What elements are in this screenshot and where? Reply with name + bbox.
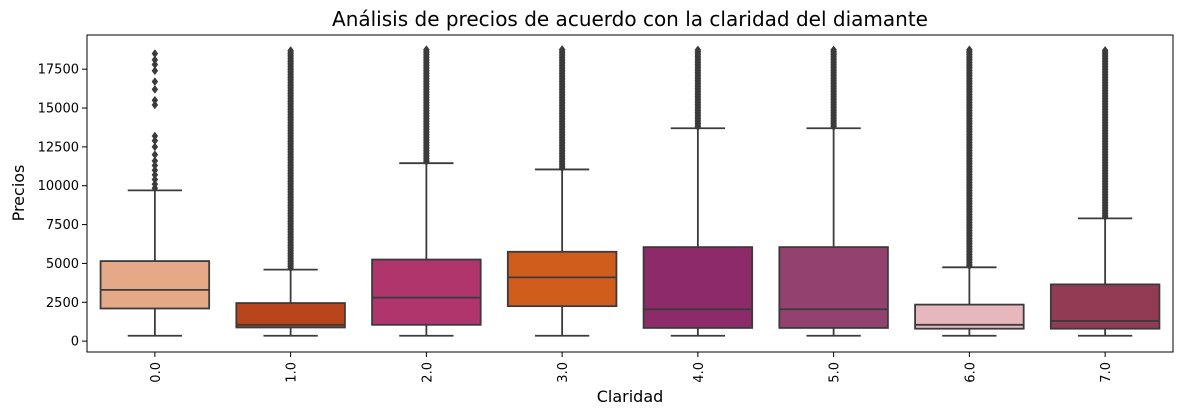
outlier-point xyxy=(151,165,159,175)
y-tick-label: 15000 xyxy=(38,102,79,117)
outlier-point xyxy=(151,95,159,105)
box-7.0 xyxy=(1049,283,1161,330)
x-tick-label: 2.0 xyxy=(420,362,435,383)
outlier-point xyxy=(694,45,702,55)
outlier-point xyxy=(151,84,159,94)
outlier-point xyxy=(1101,45,1109,55)
outlier-point xyxy=(151,156,159,166)
box-2.0 xyxy=(371,258,482,326)
box-3.0 xyxy=(506,250,618,308)
box-0.0 xyxy=(99,260,211,310)
outlier-point xyxy=(151,150,159,160)
outlier-point xyxy=(151,175,159,184)
outlier-point xyxy=(151,60,159,69)
x-tick-label: 0.0 xyxy=(149,362,164,383)
y-tick-label: 0 xyxy=(71,335,79,350)
outlier-point xyxy=(151,77,159,87)
y-tick-label: 12500 xyxy=(38,140,79,155)
outlier-point xyxy=(151,179,159,189)
outlier-point xyxy=(151,142,159,152)
y-axis-title: Precios xyxy=(9,165,28,222)
plot-frame xyxy=(86,34,1174,353)
outlier-point xyxy=(151,55,159,65)
outlier-point xyxy=(287,46,294,55)
x-tick-label: 3.0 xyxy=(556,362,571,383)
y-tick-label: 17500 xyxy=(38,63,79,78)
outlier-point xyxy=(151,100,159,110)
outlier-point xyxy=(151,170,159,180)
outlier-point xyxy=(151,161,159,170)
outlier-point xyxy=(830,45,837,55)
outlier-point xyxy=(423,45,430,55)
box-4.0 xyxy=(642,246,754,329)
plot-area: 0 2500 5000 7500 10000 12500 15000 17500 0.0 1.0 2… xyxy=(38,45,1161,383)
outlier-point xyxy=(151,66,159,76)
x-tick-label: 7.0 xyxy=(1099,362,1114,383)
x-tick-label: 6.0 xyxy=(963,362,978,383)
outlier-point xyxy=(151,136,159,146)
box-5.0 xyxy=(778,246,889,329)
y-tick-label: 7500 xyxy=(46,218,79,233)
x-tick-label: 1.0 xyxy=(285,362,300,383)
x-tick-label: 4.0 xyxy=(692,362,707,383)
outlier-point xyxy=(558,45,566,54)
outlier-point xyxy=(151,49,159,59)
x-axis-title: Claridad xyxy=(597,387,664,406)
y-tick-label: 2500 xyxy=(46,296,79,311)
x-tick-label: 5.0 xyxy=(828,362,843,383)
box-1.0 xyxy=(235,302,346,329)
y-tick-label: 5000 xyxy=(46,257,79,272)
outlier-point xyxy=(966,45,973,55)
y-tick-label: 10000 xyxy=(38,179,79,194)
outlier-point xyxy=(151,131,159,141)
chart-title: Análisis de precios de acuerdo con la cl… xyxy=(332,7,928,31)
